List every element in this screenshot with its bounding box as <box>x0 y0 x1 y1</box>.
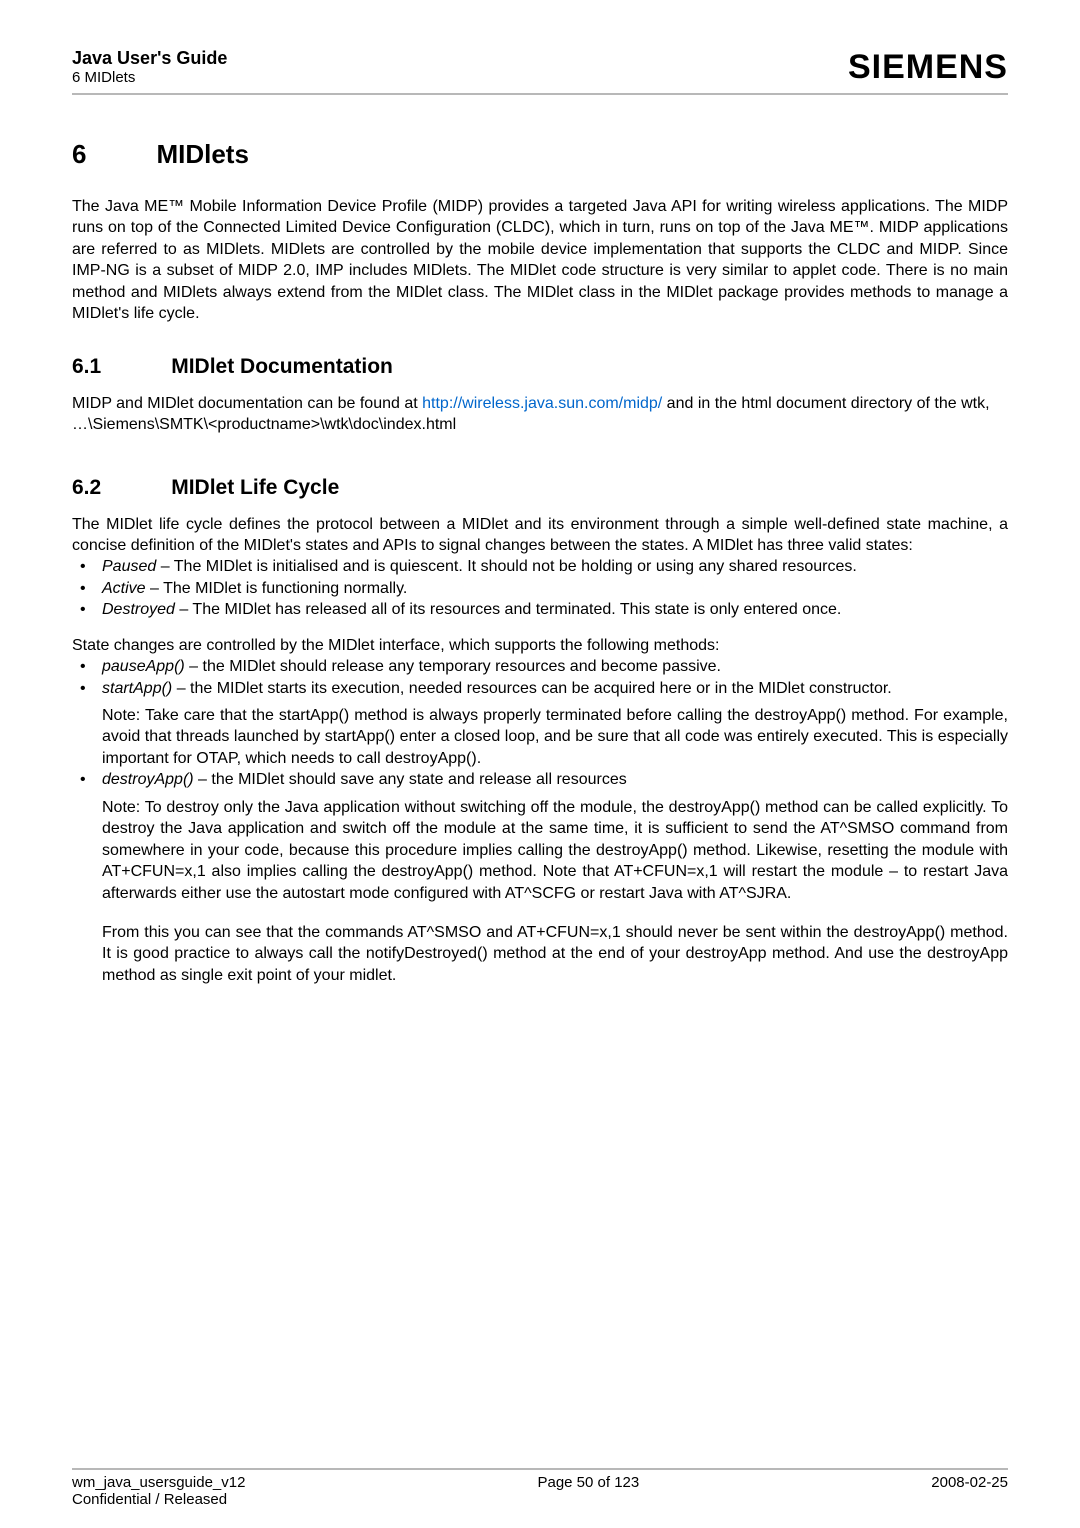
state-destroyed-term: Destroyed <box>102 601 175 618</box>
siemens-logo: SIEMENS <box>848 48 1008 87</box>
section-heading: 6 MIDlets <box>72 139 1008 170</box>
method-startapp: startApp() – the MIDlet starts its execu… <box>72 678 1008 699</box>
state-paused-rest: – The MIDlet is initialised and is quies… <box>156 558 857 575</box>
method-destroyapp-term: destroyApp() <box>102 771 194 788</box>
sub1-p1: MIDP and MIDlet documentation can be fou… <box>72 393 1008 414</box>
state-active-rest: – The MIDlet is functioning normally. <box>146 580 408 597</box>
footer: wm_java_usersguide_v12 Confidential / Re… <box>72 1474 1008 1508</box>
subsection-6-1-number: 6.1 <box>72 355 101 379</box>
state-destroyed-rest: – The MIDlet has released all of its res… <box>175 601 841 618</box>
method-destroyapp-note2: From this you can see that the commands … <box>72 922 1008 986</box>
sub2-p1: The MIDlet life cycle defines the protoc… <box>72 514 1008 557</box>
method-pauseapp: pauseApp() – the MIDlet should release a… <box>72 656 1008 677</box>
methods-list-2: destroyApp() – the MIDlet should save an… <box>72 769 1008 790</box>
method-pauseapp-rest: – the MIDlet should release any temporar… <box>185 658 721 675</box>
method-destroyapp: destroyApp() – the MIDlet should save an… <box>72 769 1008 790</box>
midp-link[interactable]: http://wireless.java.sun.com/midp/ <box>422 395 662 412</box>
footer-date: 2008-02-25 <box>931 1474 1008 1508</box>
subsection-6-1-title: MIDlet Documentation <box>171 355 393 379</box>
footer-confidential: Confidential / Released <box>72 1491 245 1508</box>
method-startapp-note: Note: Take care that the startApp() meth… <box>72 705 1008 769</box>
guide-subtitle: 6 MIDlets <box>72 69 227 86</box>
method-destroyapp-rest: – the MIDlet should save any state and r… <box>194 771 627 788</box>
state-paused: Paused – The MIDlet is initialised and i… <box>72 556 1008 577</box>
intro-paragraph: The Java ME™ Mobile Information Device P… <box>72 196 1008 325</box>
method-startapp-rest: – the MIDlet starts its execution, neede… <box>172 680 891 697</box>
header: Java User's Guide 6 MIDlets SIEMENS <box>72 48 1008 87</box>
method-destroyapp-note: Note: To destroy only the Java applicati… <box>72 797 1008 904</box>
subsection-6-1-heading: 6.1 MIDlet Documentation <box>72 355 1008 379</box>
sub1-p1-text-b: and in the html document directory of th… <box>662 395 989 412</box>
states-list: Paused – The MIDlet is initialised and i… <box>72 556 1008 620</box>
guide-title: Java User's Guide <box>72 48 227 69</box>
subsection-6-2-number: 6.2 <box>72 476 101 500</box>
section-title: MIDlets <box>156 139 248 170</box>
sub1-p2: …\Siemens\SMTK\<productname>\wtk\doc\ind… <box>72 414 1008 435</box>
state-paused-term: Paused <box>102 558 156 575</box>
footer-doc-id: wm_java_usersguide_v12 <box>72 1474 245 1491</box>
header-rule <box>72 93 1008 95</box>
footer-rule <box>72 1468 1008 1470</box>
subsection-6-2-heading: 6.2 MIDlet Life Cycle <box>72 476 1008 500</box>
state-destroyed: Destroyed – The MIDlet has released all … <box>72 599 1008 620</box>
state-active: Active – The MIDlet is functioning norma… <box>72 578 1008 599</box>
footer-left: wm_java_usersguide_v12 Confidential / Re… <box>72 1474 245 1508</box>
state-active-term: Active <box>102 580 146 597</box>
header-left: Java User's Guide 6 MIDlets <box>72 48 227 86</box>
sub1-p1-text-a: MIDP and MIDlet documentation can be fou… <box>72 395 422 412</box>
methods-list: pauseApp() – the MIDlet should release a… <box>72 656 1008 699</box>
method-pauseapp-term: pauseApp() <box>102 658 185 675</box>
section-number: 6 <box>72 139 86 170</box>
method-startapp-term: startApp() <box>102 680 172 697</box>
subsection-6-2-title: MIDlet Life Cycle <box>171 476 339 500</box>
sub2-p2: State changes are controlled by the MIDl… <box>72 635 1008 656</box>
footer-page: Page 50 of 123 <box>537 1474 639 1508</box>
